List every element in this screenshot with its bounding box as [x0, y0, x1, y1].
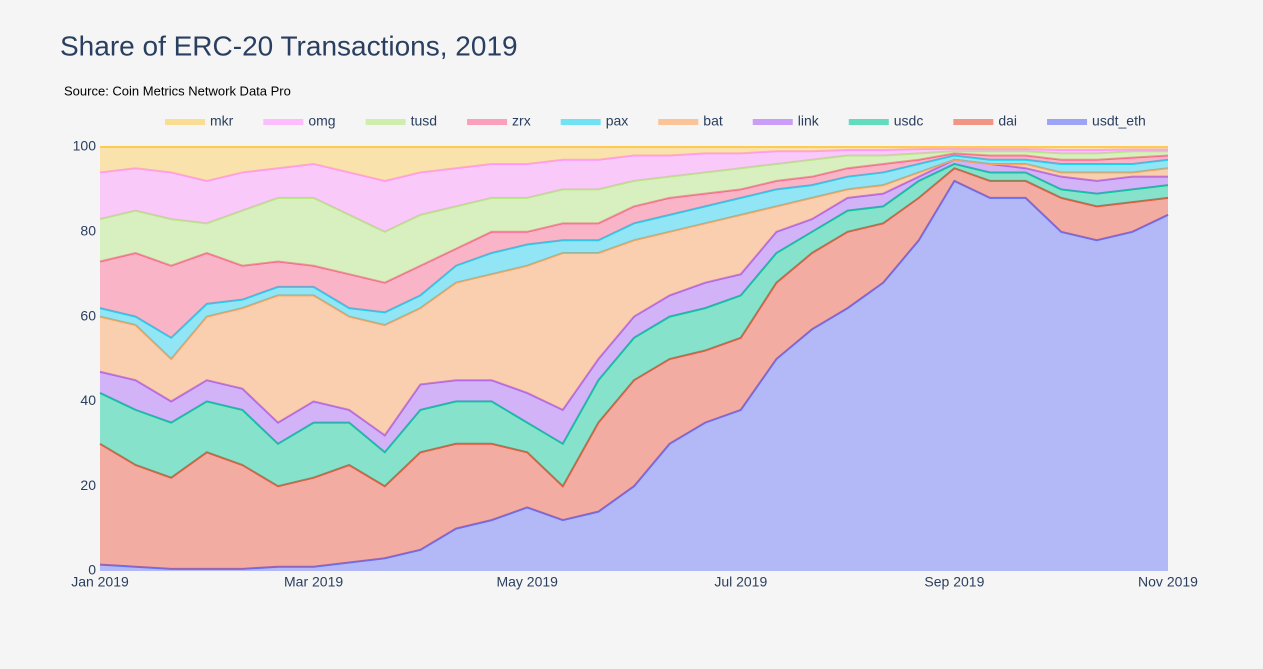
area-line: [99, 162, 1169, 454]
y-tick-label: 20: [80, 477, 96, 493]
chart-title: Share of ERC-20 Transactions, 2019: [60, 30, 518, 61]
legend-label: zrx: [512, 113, 531, 129]
legend-label: dai: [998, 113, 1017, 129]
area-fill: [100, 147, 1168, 181]
area-fill: [100, 151, 1168, 283]
area-fill: [100, 159, 1168, 436]
area-fill: [100, 163, 1168, 487]
chart-subtitle: Source: Coin Metrics Network Data Pro: [64, 83, 291, 98]
area-fill: [100, 168, 1168, 569]
x-tick-label: May 2019: [496, 574, 558, 590]
y-tick-label: 0: [88, 562, 96, 578]
y-tick-label: 100: [73, 138, 97, 154]
area-line: [99, 154, 1169, 340]
legend-label: usdt_eth: [1092, 113, 1146, 129]
area-line: [99, 158, 1169, 361]
legend-label: omg: [308, 113, 335, 129]
area-fill: [100, 153, 1168, 338]
area-line: [99, 147, 1168, 182]
y-tick-label: 80: [80, 223, 96, 239]
x-tick-label: Jul 2019: [714, 574, 767, 590]
area-line: [99, 179, 1169, 570]
area-line: [99, 150, 1168, 233]
legend-label: pax: [606, 113, 629, 129]
x-tick-label: Mar 2019: [284, 574, 343, 590]
x-tick-label: Jan 2019: [71, 574, 129, 590]
x-tick-label: Sep 2019: [924, 574, 984, 590]
legend-label: link: [798, 113, 820, 129]
area-fill: [100, 180, 1168, 572]
legend-label: tusd: [411, 113, 437, 129]
x-tick-label: Nov 2019: [1138, 574, 1198, 590]
legend-label: mkr: [210, 113, 234, 129]
area-line: [99, 167, 1169, 488]
area-line: [99, 152, 1169, 284]
area-fill: [100, 148, 1168, 232]
area-fill: [100, 159, 1168, 453]
y-tick-label: 60: [80, 307, 96, 323]
y-tick-label: 40: [80, 392, 96, 408]
legend-label: usdc: [894, 113, 924, 129]
legend-label: bat: [703, 113, 723, 129]
